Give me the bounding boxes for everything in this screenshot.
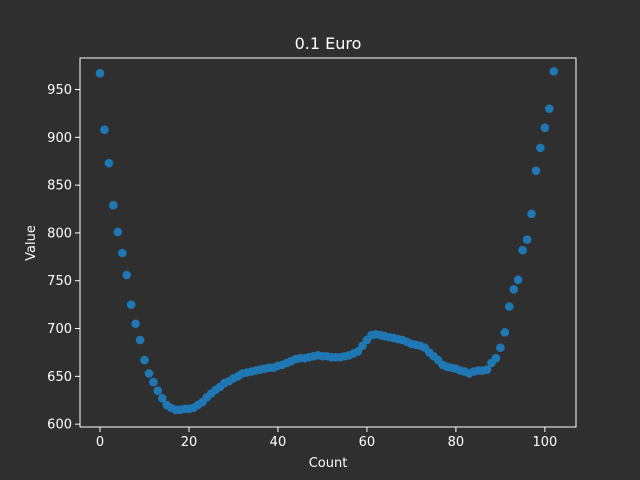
y-tick-label: 750 <box>47 274 72 289</box>
data-point <box>549 67 559 76</box>
x-tick-label: 0 <box>96 435 104 450</box>
y-tick-label: 650 <box>47 370 72 385</box>
data-point <box>149 377 158 387</box>
y-tick-label: 900 <box>47 131 72 146</box>
data-point <box>140 355 149 365</box>
data-point <box>509 285 519 294</box>
data-point <box>122 270 132 280</box>
data-point <box>513 275 523 285</box>
data-point <box>117 248 127 258</box>
data-point <box>113 227 123 237</box>
x-tick-label: 60 <box>359 435 376 450</box>
data-point <box>527 209 536 219</box>
data-point <box>126 300 136 309</box>
chart-title: 0.1 Euro <box>295 34 362 53</box>
data-point <box>144 369 154 378</box>
y-tick-label: 800 <box>47 226 72 241</box>
y-tick-label: 950 <box>47 83 72 98</box>
data-point <box>109 200 118 210</box>
data-point <box>491 353 501 363</box>
x-tick-label: 40 <box>270 435 287 450</box>
data-point <box>500 328 510 337</box>
y-axis: 600 650 700 750 800 850 900 950 <box>47 83 80 433</box>
x-tick-label: 100 <box>532 435 557 450</box>
data-point <box>522 235 532 244</box>
plot-area <box>79 57 577 428</box>
data-point <box>131 319 140 329</box>
data-point <box>531 166 541 176</box>
data-point <box>482 365 492 374</box>
x-tick-label: 20 <box>181 435 198 450</box>
data-point <box>540 123 550 133</box>
x-tick-label: 80 <box>448 435 465 450</box>
y-tick-label: 700 <box>47 322 72 337</box>
y-tick-label: 850 <box>47 179 72 194</box>
data-point <box>496 343 505 352</box>
data-point <box>104 158 114 168</box>
x-axis-label: Count <box>309 456 348 471</box>
y-axis-label: Value <box>24 225 39 261</box>
y-tick-label: 600 <box>47 418 72 433</box>
data-point <box>504 302 514 311</box>
data-point <box>100 125 109 134</box>
data-point <box>536 143 545 153</box>
data-point <box>95 68 105 78</box>
data-point <box>135 335 145 345</box>
data-point <box>545 104 554 113</box>
x-axis: 0 20 40 60 80 100 <box>96 427 557 450</box>
data-point <box>518 245 527 255</box>
data-points <box>95 67 559 415</box>
data-point <box>153 386 163 395</box>
data-point <box>157 394 167 403</box>
